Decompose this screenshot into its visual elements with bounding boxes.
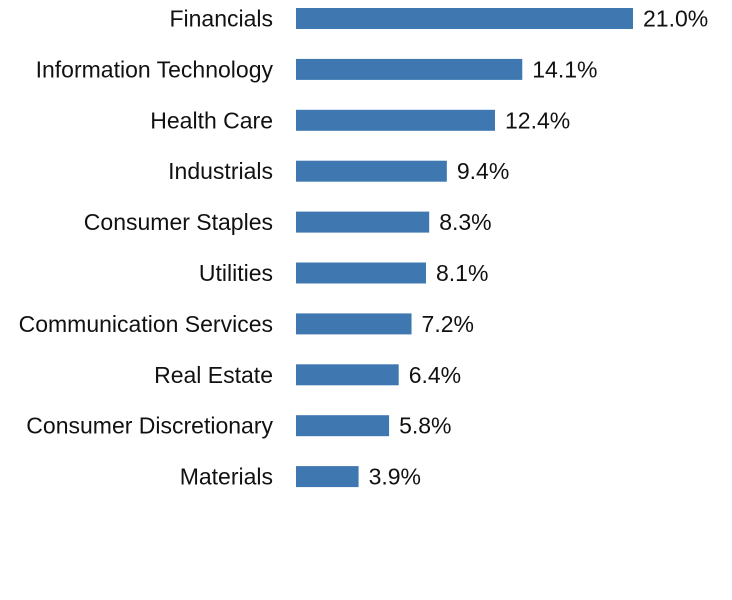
category-label: Communication Services — [19, 311, 273, 337]
bar — [296, 8, 633, 29]
value-label: 14.1% — [532, 56, 597, 82]
value-label: 6.4% — [409, 362, 461, 388]
category-label: Industrials — [168, 158, 273, 184]
bar — [296, 313, 412, 335]
value-label: 3.9% — [369, 464, 421, 490]
bar — [296, 262, 426, 284]
bar — [296, 160, 447, 182]
bar — [296, 466, 359, 488]
value-label: 21.0% — [643, 6, 708, 32]
value-label: 8.3% — [439, 209, 491, 235]
category-label: Consumer Discretionary — [26, 413, 273, 439]
category-label: Information Technology — [36, 56, 274, 82]
category-labels: Financials Information Technology Health C… — [19, 6, 274, 490]
value-label: 12.4% — [505, 107, 570, 133]
value-label: 7.2% — [422, 311, 474, 337]
bar — [296, 364, 399, 386]
bar — [296, 211, 430, 233]
bars — [296, 8, 633, 488]
category-label: Materials — [180, 464, 273, 490]
bar — [296, 58, 523, 80]
bar — [296, 109, 495, 131]
value-label: 8.1% — [436, 260, 488, 286]
category-label: Consumer Staples — [84, 209, 273, 235]
value-label: 9.4% — [457, 158, 509, 184]
category-label: Health Care — [150, 107, 273, 133]
value-label: 5.8% — [399, 413, 451, 439]
bar — [296, 415, 390, 437]
value-labels: 21.0% 14.1% 12.4% 9.4% 8.3% 8.1% 7.2% 6.4% 5.8% 3… — [369, 6, 709, 490]
category-label: Utilities — [199, 260, 273, 286]
category-label: Real Estate — [154, 362, 273, 388]
category-label: Financials — [169, 6, 273, 32]
